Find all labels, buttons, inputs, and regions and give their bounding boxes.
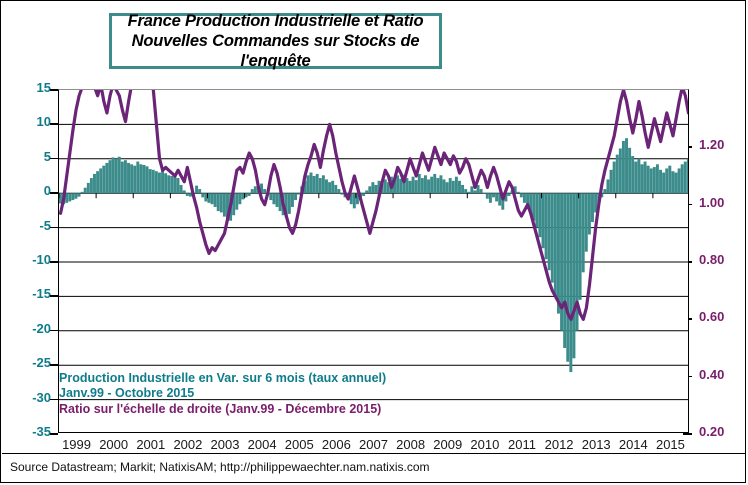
left-axis-tick-label: -25 [32, 355, 51, 371]
left-axis-tick-label: -10 [32, 252, 51, 267]
x-axis-tick-label: 2001 [136, 437, 166, 452]
title-line-1: France Production Industrielle et Ratio [127, 11, 424, 30]
left-axis-tick-mark [50, 433, 58, 435]
chart-title-box: France Production Industrielle et Ratio … [109, 11, 442, 71]
chart-legend: Production Industrielle en Var. sur 6 mo… [59, 371, 386, 417]
x-axis-tick-label: 2015 [655, 437, 685, 452]
x-axis-tick-label: 2011 [507, 437, 536, 452]
x-axis-tick-label: 2000 [99, 437, 129, 452]
left-axis-tick-label: 5 [43, 148, 51, 164]
left-axis-tick-label: 10 [36, 114, 51, 130]
plot-area [58, 89, 689, 433]
left-axis-tick-mark [50, 398, 58, 401]
right-axis-tick-label: 1.20 [699, 137, 725, 153]
x-axis-tick-label: 2014 [618, 437, 648, 452]
chart-canvas [59, 90, 688, 401]
left-axis-tick-label: -20 [32, 320, 51, 336]
left-axis-tick-label: -30 [32, 389, 51, 405]
x-axis-tick-label: 2005 [284, 437, 314, 452]
left-axis-tick-mark [50, 261, 58, 263]
left-axis-tick-label: 0 [43, 183, 51, 199]
x-axis-tick-label: 2002 [173, 437, 203, 452]
left-axis-tick-mark [50, 329, 58, 332]
x-axis-tick-label: 2004 [247, 437, 277, 452]
left-axis-tick-mark [50, 226, 58, 229]
x-axis-tick-label: 2010 [470, 437, 500, 452]
left-axis-tick-mark [50, 157, 58, 160]
source-divider [2, 453, 746, 454]
x-axis-ticks [59, 193, 654, 199]
right-axis-tick-label: 0.20 [699, 424, 725, 439]
legend-item-period: Janv.99 - Octobre 2015 [59, 386, 195, 401]
legend-item-production: Production Industrielle en Var. sur 6 mo… [59, 371, 387, 385]
source-note: Source Datastream; Markit; NatixisAM; ht… [10, 460, 430, 474]
right-axis-tick-label: 0.60 [699, 309, 725, 325]
page-title: France Production Industrielle et Ratio … [112, 11, 439, 71]
x-axis-tick-label: 2009 [433, 437, 463, 452]
left-axis-tick-mark [50, 123, 58, 125]
left-axis-tick-label: -15 [32, 286, 51, 302]
left-axis-tick-label: -5 [39, 217, 51, 233]
x-axis-tick-label: 2013 [581, 437, 611, 452]
right-axis-tick-mark [683, 433, 692, 435]
right-axis-tick-label: 0.40 [699, 366, 725, 382]
x-axis-tick-label: 1999 [62, 437, 91, 452]
left-axis-tick-mark [50, 295, 58, 297]
legend-item-ratio: Ratio sur l'échelle de droite (Janv.99 -… [59, 401, 382, 416]
right-axis-tick-label: 0.80 [699, 252, 725, 267]
title-line-2: Nouvelles Commandes sur Stocks de l'enqu… [131, 31, 420, 71]
x-axis-tick-label: 2008 [396, 437, 426, 452]
x-axis-tick-label: 2007 [359, 437, 388, 452]
x-axis-tick-label: 2003 [210, 437, 240, 452]
x-axis-tick-label: 2012 [544, 437, 574, 452]
bar-series-production-industrielle [59, 138, 688, 373]
left-axis-tick-label: 15 [36, 80, 51, 95]
left-axis-tick-mark [50, 89, 58, 91]
x-axis-tick-label: 2006 [321, 437, 351, 452]
left-axis-tick-label: -35 [32, 424, 51, 439]
left-axis-tick-mark [50, 192, 58, 194]
right-axis-tick-label: 1.00 [699, 194, 725, 210]
left-axis-tick-mark [50, 364, 58, 366]
line-series-ratio [59, 90, 688, 321]
